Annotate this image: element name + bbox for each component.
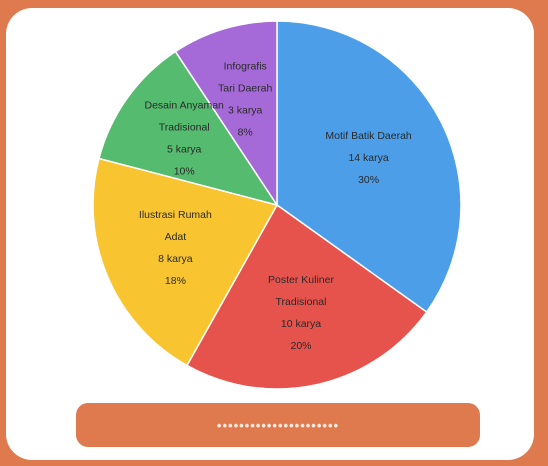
pie-slice-5 (174, 20, 278, 208)
pie-slice-3 (92, 157, 279, 367)
slice-label-count: 8 karya (158, 253, 193, 265)
pie-slice-4 (98, 50, 279, 207)
slice-label-percent: 8% (238, 126, 253, 138)
caption-text: •••••••••••••••••••••• (216, 417, 340, 433)
pie-slices (92, 20, 462, 390)
slice-label-name: Tradisional (276, 296, 327, 308)
pie-slice-1 (276, 20, 462, 314)
slice-label-name: Tradisional (159, 122, 210, 134)
slice-label-count: 5 karya (167, 144, 202, 156)
slice-label-name: Ilustrasi Rumah (139, 209, 212, 221)
slice-label-percent: 18% (165, 275, 186, 287)
pie-slice-2 (185, 203, 428, 390)
slice-label-count: 10 karya (281, 318, 321, 330)
slice-label-name: Tari Daerah (218, 82, 272, 94)
caption-bar: •••••••••••••••••••••• (76, 403, 480, 447)
slice-label-name: Infografis (224, 60, 267, 72)
pie-labels: Motif Batik Daerah 14 karya 30% Poster Kuli… (139, 60, 412, 352)
slice-label-count: 14 karya (348, 152, 388, 164)
slice-label-percent: 10% (174, 166, 195, 178)
slice-label-percent: 30% (358, 174, 379, 186)
slice-label-name: Motif Batik Daerah (325, 130, 412, 142)
slice-label-count: 3 karya (228, 104, 263, 116)
slice-label-name: Adat (165, 231, 187, 243)
slice-label-name: Poster Kuliner (268, 274, 334, 286)
slice-label-name: Desain Anyaman (145, 100, 225, 112)
slice-label-percent: 20% (290, 340, 311, 352)
